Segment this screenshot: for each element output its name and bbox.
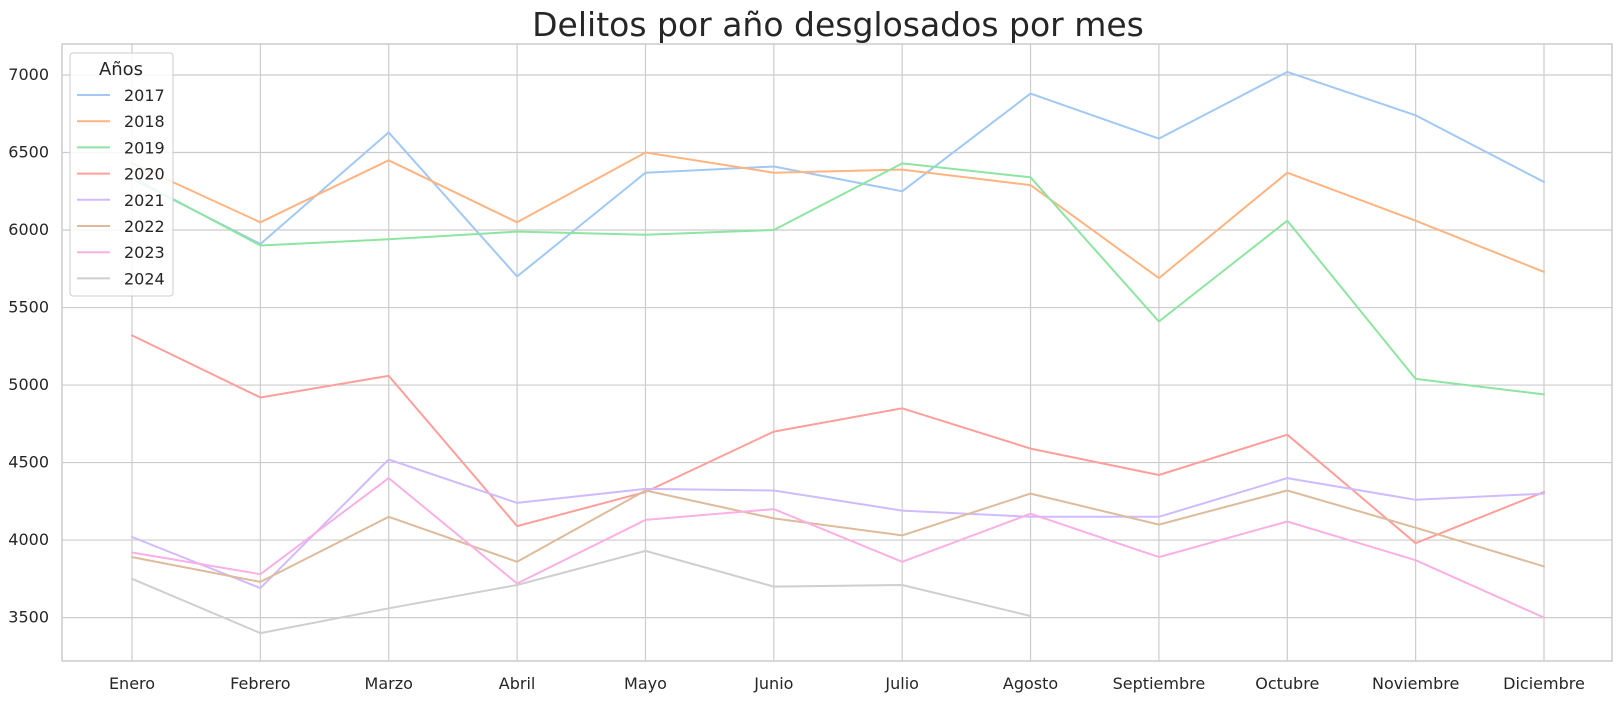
y-tick-label: 7000 (8, 65, 49, 84)
y-tick-label: 6500 (8, 143, 49, 162)
legend-label-2020: 2020 (124, 165, 165, 184)
x-tick-label: Enero (109, 674, 155, 693)
legend: Años 2017 2018 2019 2020 2021 2022 2023 2024 (69, 52, 174, 297)
y-gridlines (62, 74, 1612, 619)
y-tick-label: 4000 (8, 530, 49, 549)
series-line-2023 (131, 477, 1545, 619)
legend-label-2018: 2018 (124, 112, 165, 131)
legend-label-2023: 2023 (124, 243, 165, 262)
series-lines (131, 70, 1545, 635)
x-tick-label: Noviembre (1372, 674, 1459, 693)
series-line-2017 (131, 70, 1545, 278)
plot-frame (61, 43, 1613, 662)
x-tick-label: Febrero (230, 674, 290, 693)
x-tick-label: Diciembre (1503, 674, 1585, 693)
y-tick-label: 4500 (8, 453, 49, 472)
x-tick-label: Agosto (1003, 674, 1058, 693)
x-tick-label: Marzo (365, 674, 413, 693)
legend-label-2017: 2017 (124, 86, 165, 105)
x-tick-label: Abril (499, 674, 536, 693)
series-line-2021 (131, 458, 1545, 590)
x-axis-tick-labels: Enero Febrero Marzo Abril Mayo Junio Julio Agos… (109, 674, 1585, 693)
legend-title: Años (99, 59, 143, 80)
y-tick-label: 3500 (8, 608, 49, 627)
legend-label-2022: 2022 (124, 217, 165, 236)
legend-items: 2017 2018 2019 2020 2021 2022 2023 2024 (77, 86, 165, 288)
x-gridlines (131, 44, 1545, 661)
series-line-2022 (131, 489, 1545, 583)
legend-label-2019: 2019 (124, 138, 165, 157)
x-tick-label: Septiembre (1113, 674, 1206, 693)
series-line-2020 (131, 334, 1545, 545)
series-line-2018 (131, 151, 1545, 280)
series-line-2024 (131, 549, 1032, 635)
y-tick-label: 5000 (8, 375, 49, 394)
series-line-2019 (131, 162, 1545, 396)
x-tick-label: Octubre (1255, 674, 1319, 693)
y-tick-label: 5500 (8, 298, 49, 317)
x-tick-label: Mayo (624, 674, 667, 693)
x-tick-label: Julio (884, 674, 919, 693)
legend-label-2021: 2021 (124, 191, 165, 210)
x-tick-label: Junio (753, 674, 793, 693)
chart-title: Delitos por año desglosados por mes (532, 5, 1144, 44)
y-axis-tick-labels: 3500 4000 4500 5000 5500 6000 6500 7000 (8, 65, 49, 627)
legend-label-2024: 2024 (124, 269, 165, 288)
legend-box (69, 52, 174, 297)
y-tick-label: 6000 (8, 220, 49, 239)
